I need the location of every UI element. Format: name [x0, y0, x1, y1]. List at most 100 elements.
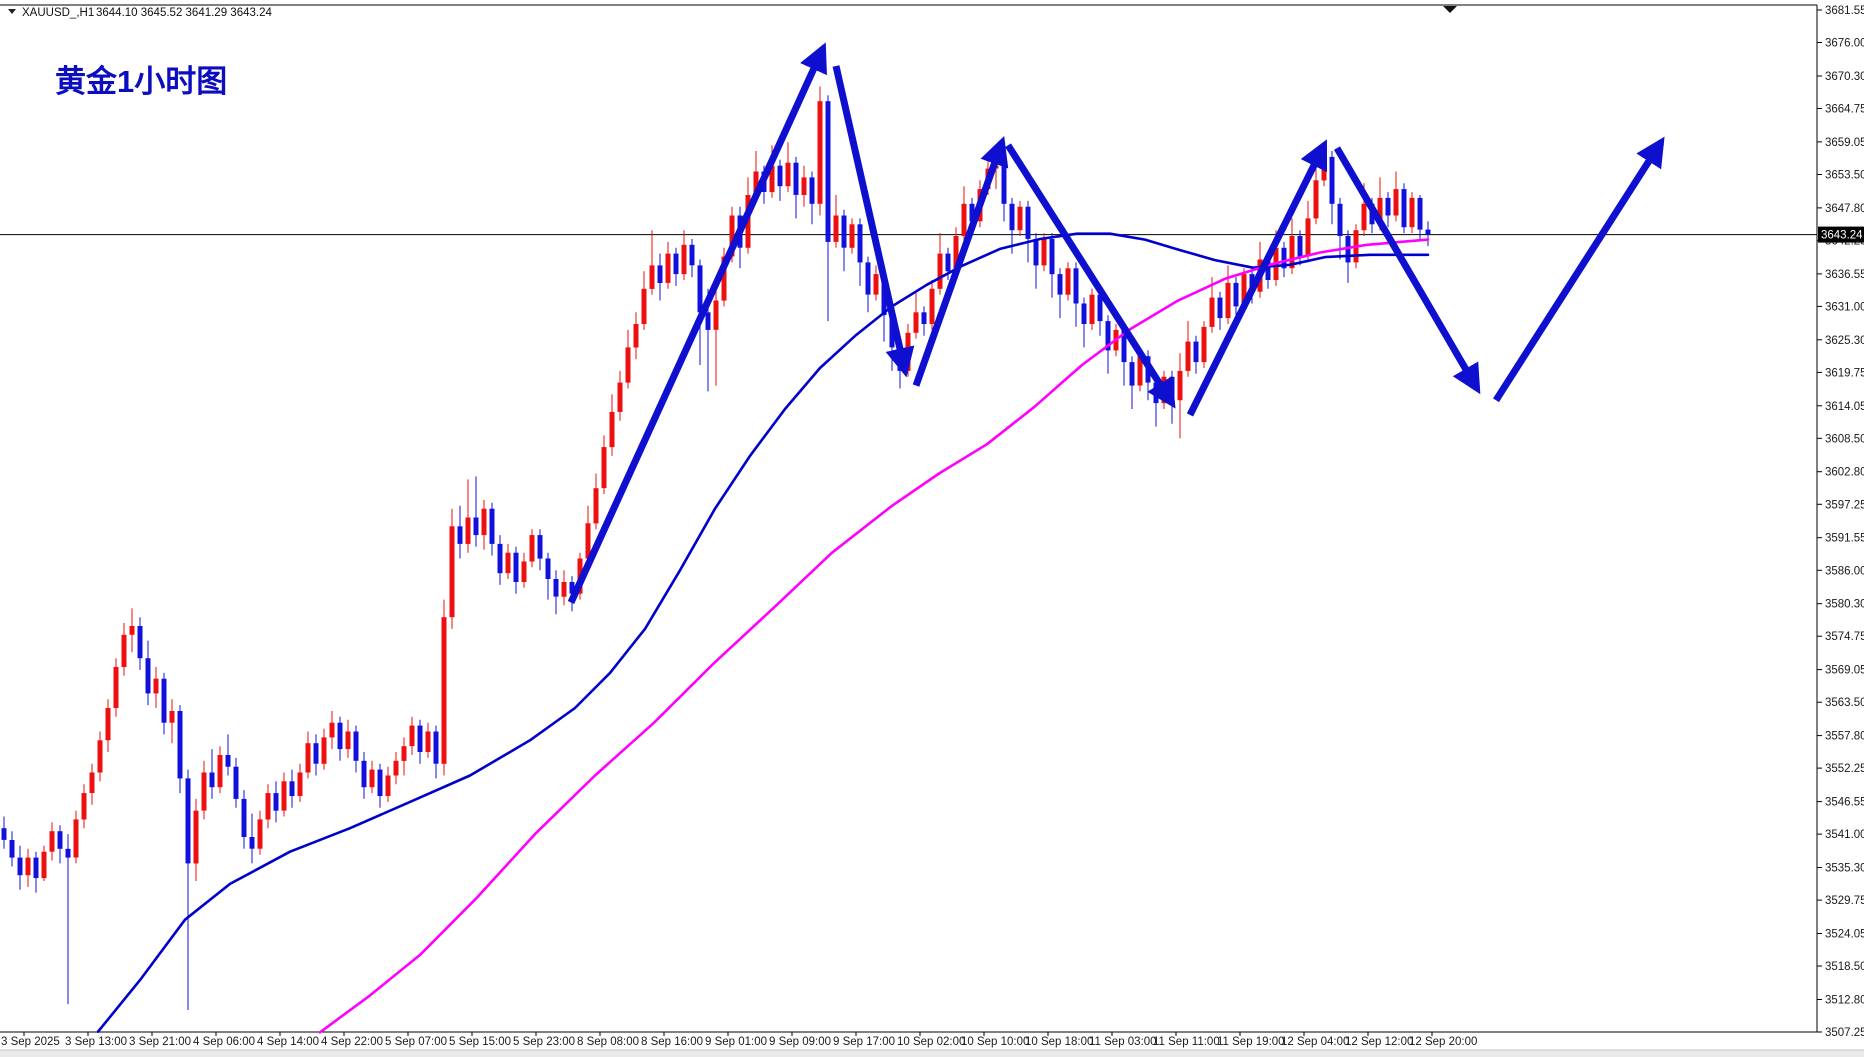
candle-body	[329, 722, 335, 738]
candle-body	[705, 312, 711, 330]
time-axis-label: 5 Sep 07:00	[385, 1036, 447, 1048]
chart-dropdown-icon[interactable]	[8, 9, 16, 14]
candle-body	[913, 312, 919, 333]
candle-body	[833, 215, 839, 242]
candle-body	[401, 746, 407, 761]
candle-body	[489, 508, 495, 544]
price-axis-label: 3580.30	[1825, 599, 1864, 611]
candle-body	[1057, 274, 1063, 295]
price-axis-label: 3512.80	[1825, 995, 1864, 1007]
price-axis[interactable]: 3681.55 3676.00 3670.30 3664.75 3659.05 3653.…	[1817, 5, 1864, 1039]
time-axis-label: 4 Sep 06:00	[193, 1036, 255, 1048]
candle-body	[865, 262, 871, 295]
candle-body	[193, 810, 199, 864]
price-axis-label: 3518.50	[1825, 961, 1864, 973]
candle-body	[1001, 165, 1007, 204]
candle-body	[769, 165, 775, 193]
candle-body	[617, 382, 623, 412]
time-axis-label: 3 Sep 21:00	[129, 1036, 191, 1048]
candle-body	[17, 857, 23, 876]
candle-body	[249, 837, 255, 849]
candle-body	[961, 203, 967, 236]
current-price-value: 3643.24	[1821, 230, 1863, 242]
price-axis-label: 3647.80	[1825, 203, 1864, 215]
candle-body	[809, 177, 815, 204]
candle-body	[841, 215, 847, 248]
price-axis-label: 3524.05	[1825, 929, 1864, 941]
chart-title: XAUUSD_,H1 3644.10 3645.52 3641.29 3643.…	[8, 7, 272, 19]
candle-body	[889, 315, 895, 348]
annotation-label: 黄金1小时图	[55, 64, 227, 99]
time-axis-label: 9 Sep 17:00	[833, 1036, 895, 1048]
candle-body	[337, 722, 343, 750]
candle-body	[641, 288, 647, 324]
candle-body	[177, 711, 183, 779]
candle-body	[233, 766, 239, 799]
price-axis-label: 3529.75	[1825, 895, 1864, 907]
candle-body	[1201, 326, 1207, 363]
trend-arrow	[912, 135, 1009, 387]
time-axis-label: 12 Sep 04:00	[1281, 1036, 1349, 1048]
candle-body	[129, 626, 135, 635]
candle-body	[1081, 303, 1087, 324]
price-axis-label: 3591.55	[1825, 533, 1864, 545]
price-axis-label: 3625.30	[1825, 335, 1864, 347]
time-axis-label: 9 Sep 01:00	[705, 1036, 767, 1048]
time-axis[interactable]: 3 Sep 2025 3 Sep 13:00 3 Sep 21:00 4 Sep 06…	[1, 1032, 1477, 1048]
candle-body	[457, 526, 463, 544]
candle-body	[281, 781, 287, 811]
window-bottom-strip	[0, 1049, 1864, 1057]
candle-body	[1321, 156, 1327, 181]
candle-body	[1385, 197, 1391, 216]
candle-body	[137, 626, 143, 659]
candle-body	[673, 253, 679, 275]
candle-body	[1401, 189, 1407, 228]
price-axis-label: 3608.50	[1825, 433, 1864, 445]
candle-body	[593, 488, 599, 524]
candle-body	[25, 857, 31, 876]
candle-body	[537, 535, 543, 559]
candle-body	[305, 743, 311, 773]
candle-body	[1241, 274, 1247, 307]
candle-body	[1105, 321, 1111, 351]
candle-body	[321, 737, 327, 764]
candle-body	[881, 274, 887, 316]
trend-arrow	[832, 65, 915, 378]
price-axis-label: 3574.75	[1825, 631, 1864, 643]
time-axis-label: 3 Sep 2025	[1, 1036, 60, 1048]
candlestick-series	[1, 86, 1431, 1010]
candle-body	[753, 171, 759, 195]
chart-plot-area[interactable]	[0, 5, 1817, 1032]
chart-shift-marker-icon[interactable]	[1443, 6, 1457, 13]
ohlc-quotes: 3644.10 3645.52 3641.29 3643.24	[96, 7, 272, 19]
current-price-tag: 3643.24	[1818, 226, 1864, 243]
candle-body	[513, 552, 519, 582]
time-axis-label: 10 Sep 10:00	[961, 1036, 1029, 1048]
candle-body	[1097, 294, 1103, 322]
candle-body	[33, 857, 39, 879]
candle-body	[1041, 239, 1047, 266]
candle-body	[465, 517, 471, 544]
candle-body	[1089, 294, 1095, 324]
price-axis-label: 3636.55	[1825, 269, 1864, 281]
candle-body	[1017, 206, 1023, 231]
candle-body	[1409, 197, 1415, 228]
candle-body	[393, 760, 399, 776]
candle-body	[161, 678, 167, 723]
candle-body	[377, 769, 383, 796]
candle-body	[929, 288, 935, 324]
time-axis-label: 3 Sep 13:00	[65, 1036, 127, 1048]
candle-body	[945, 253, 951, 272]
candle-body	[521, 561, 527, 582]
candle-body	[649, 265, 655, 289]
price-axis-label: 3614.05	[1825, 401, 1864, 413]
candle-body	[1361, 203, 1367, 231]
candle-body	[873, 274, 879, 295]
candle-body	[1033, 239, 1039, 266]
candle-body	[585, 523, 591, 559]
time-axis-label: 4 Sep 14:00	[257, 1036, 319, 1048]
price-axis-label: 3557.80	[1825, 731, 1864, 743]
candle-body	[201, 772, 207, 811]
candle-body	[353, 731, 359, 761]
candle-body	[57, 831, 63, 849]
